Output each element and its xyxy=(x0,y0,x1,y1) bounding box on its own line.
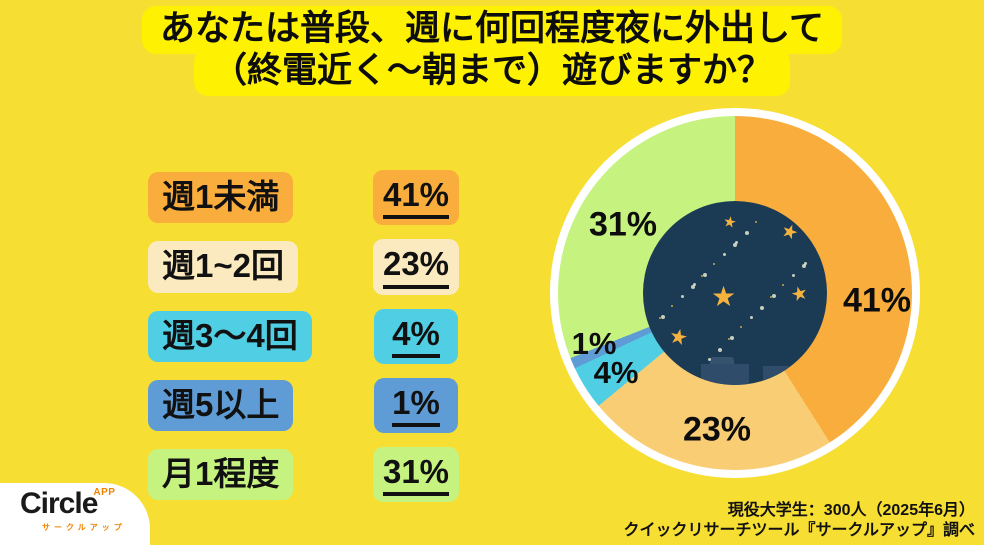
circle-app-logo: Circle APP サークルアップ xyxy=(0,483,150,545)
sky-dot xyxy=(772,294,776,298)
sky-dot xyxy=(802,264,806,268)
sky-dot xyxy=(659,317,661,319)
pie-label-1: 1% xyxy=(571,326,617,361)
sky-dot xyxy=(671,305,673,307)
star-icon: ★ xyxy=(777,219,802,246)
sky-dot xyxy=(740,326,742,328)
sky-dot xyxy=(701,275,703,277)
sky-dot xyxy=(713,263,715,265)
source-line-2: クイックリサーチツール『サークルアップ』調べ xyxy=(623,522,975,539)
sky-dot xyxy=(782,284,784,286)
survey-source: 現役大学生：300人（2025年6月） クイックリサーチツール『サークルアップ』… xyxy=(623,501,975,541)
legend-label: 週3〜4回 xyxy=(148,310,312,362)
pie-chart: ★ ★ ★ ★ ★ ★ 41% 31% 1% 4% 23% xyxy=(550,108,920,478)
building-silhouette xyxy=(798,359,818,385)
title-line-2: （終電近く〜朝まで）遊びますか？ xyxy=(193,47,790,96)
sky-dot xyxy=(804,262,807,265)
legend-label: 週5以上 xyxy=(148,379,294,431)
legend-value: 23% xyxy=(372,239,460,295)
sky-dot xyxy=(728,338,730,340)
legend-label: 月1程度 xyxy=(148,449,294,501)
pie-label-41: 41% xyxy=(842,281,912,320)
sky-dot xyxy=(745,231,749,235)
logo-subtitle: サークルアップ xyxy=(42,523,126,532)
star-icon: ★ xyxy=(711,281,737,312)
pie-label-31: 31% xyxy=(588,205,658,244)
building-silhouette xyxy=(763,366,789,385)
building-silhouette xyxy=(710,357,734,367)
sky-dot xyxy=(792,274,795,277)
sky-dot xyxy=(750,316,753,319)
source-line-1: 現役大学生：300人（2025年6月） xyxy=(727,502,975,519)
legend-label: 週1~2回 xyxy=(148,241,298,293)
sky-dot xyxy=(691,285,695,289)
building-silhouette xyxy=(701,364,749,385)
sky-dot xyxy=(770,296,772,298)
sky-dot xyxy=(708,358,711,361)
pie-label-4: 4% xyxy=(593,355,639,390)
legend-value: 31% xyxy=(372,447,460,503)
survey-question-title: あなたは普段、週に何回程度夜に外出して （終電近く〜朝まで）遊びますか？ xyxy=(42,6,942,96)
legend-label: 週1未満 xyxy=(148,172,294,224)
sky-dot xyxy=(735,241,738,244)
legend-value: 4% xyxy=(374,308,458,364)
answer-legend: 週1未満 41% 週1~2回 23% 週3〜4回 4% 週5以上 1% 月1程度… xyxy=(148,170,460,503)
pie-label-23: 23% xyxy=(682,410,752,449)
sky-dot xyxy=(723,253,726,256)
night-sky-illustration: ★ ★ ★ ★ ★ ★ xyxy=(643,201,827,385)
title-line-1: あなたは普段、週に何回程度夜に外出して xyxy=(142,6,842,54)
star-icon: ★ xyxy=(788,282,811,307)
star-icon: ★ xyxy=(666,324,691,351)
sky-dot xyxy=(755,221,757,223)
sky-dot xyxy=(681,295,684,298)
star-icon: ★ xyxy=(721,212,738,233)
legend-value: 41% xyxy=(372,170,460,226)
sky-dot xyxy=(733,243,737,247)
logo-app-superscript: APP xyxy=(93,487,116,498)
sky-dot xyxy=(693,283,696,286)
sky-dot xyxy=(760,306,764,310)
sky-dot xyxy=(718,348,722,352)
sky-dot xyxy=(703,273,707,277)
sky-dot xyxy=(661,315,665,319)
logo-wordmark: Circle xyxy=(20,487,98,520)
sky-dot xyxy=(730,336,734,340)
legend-value: 1% xyxy=(374,377,458,433)
